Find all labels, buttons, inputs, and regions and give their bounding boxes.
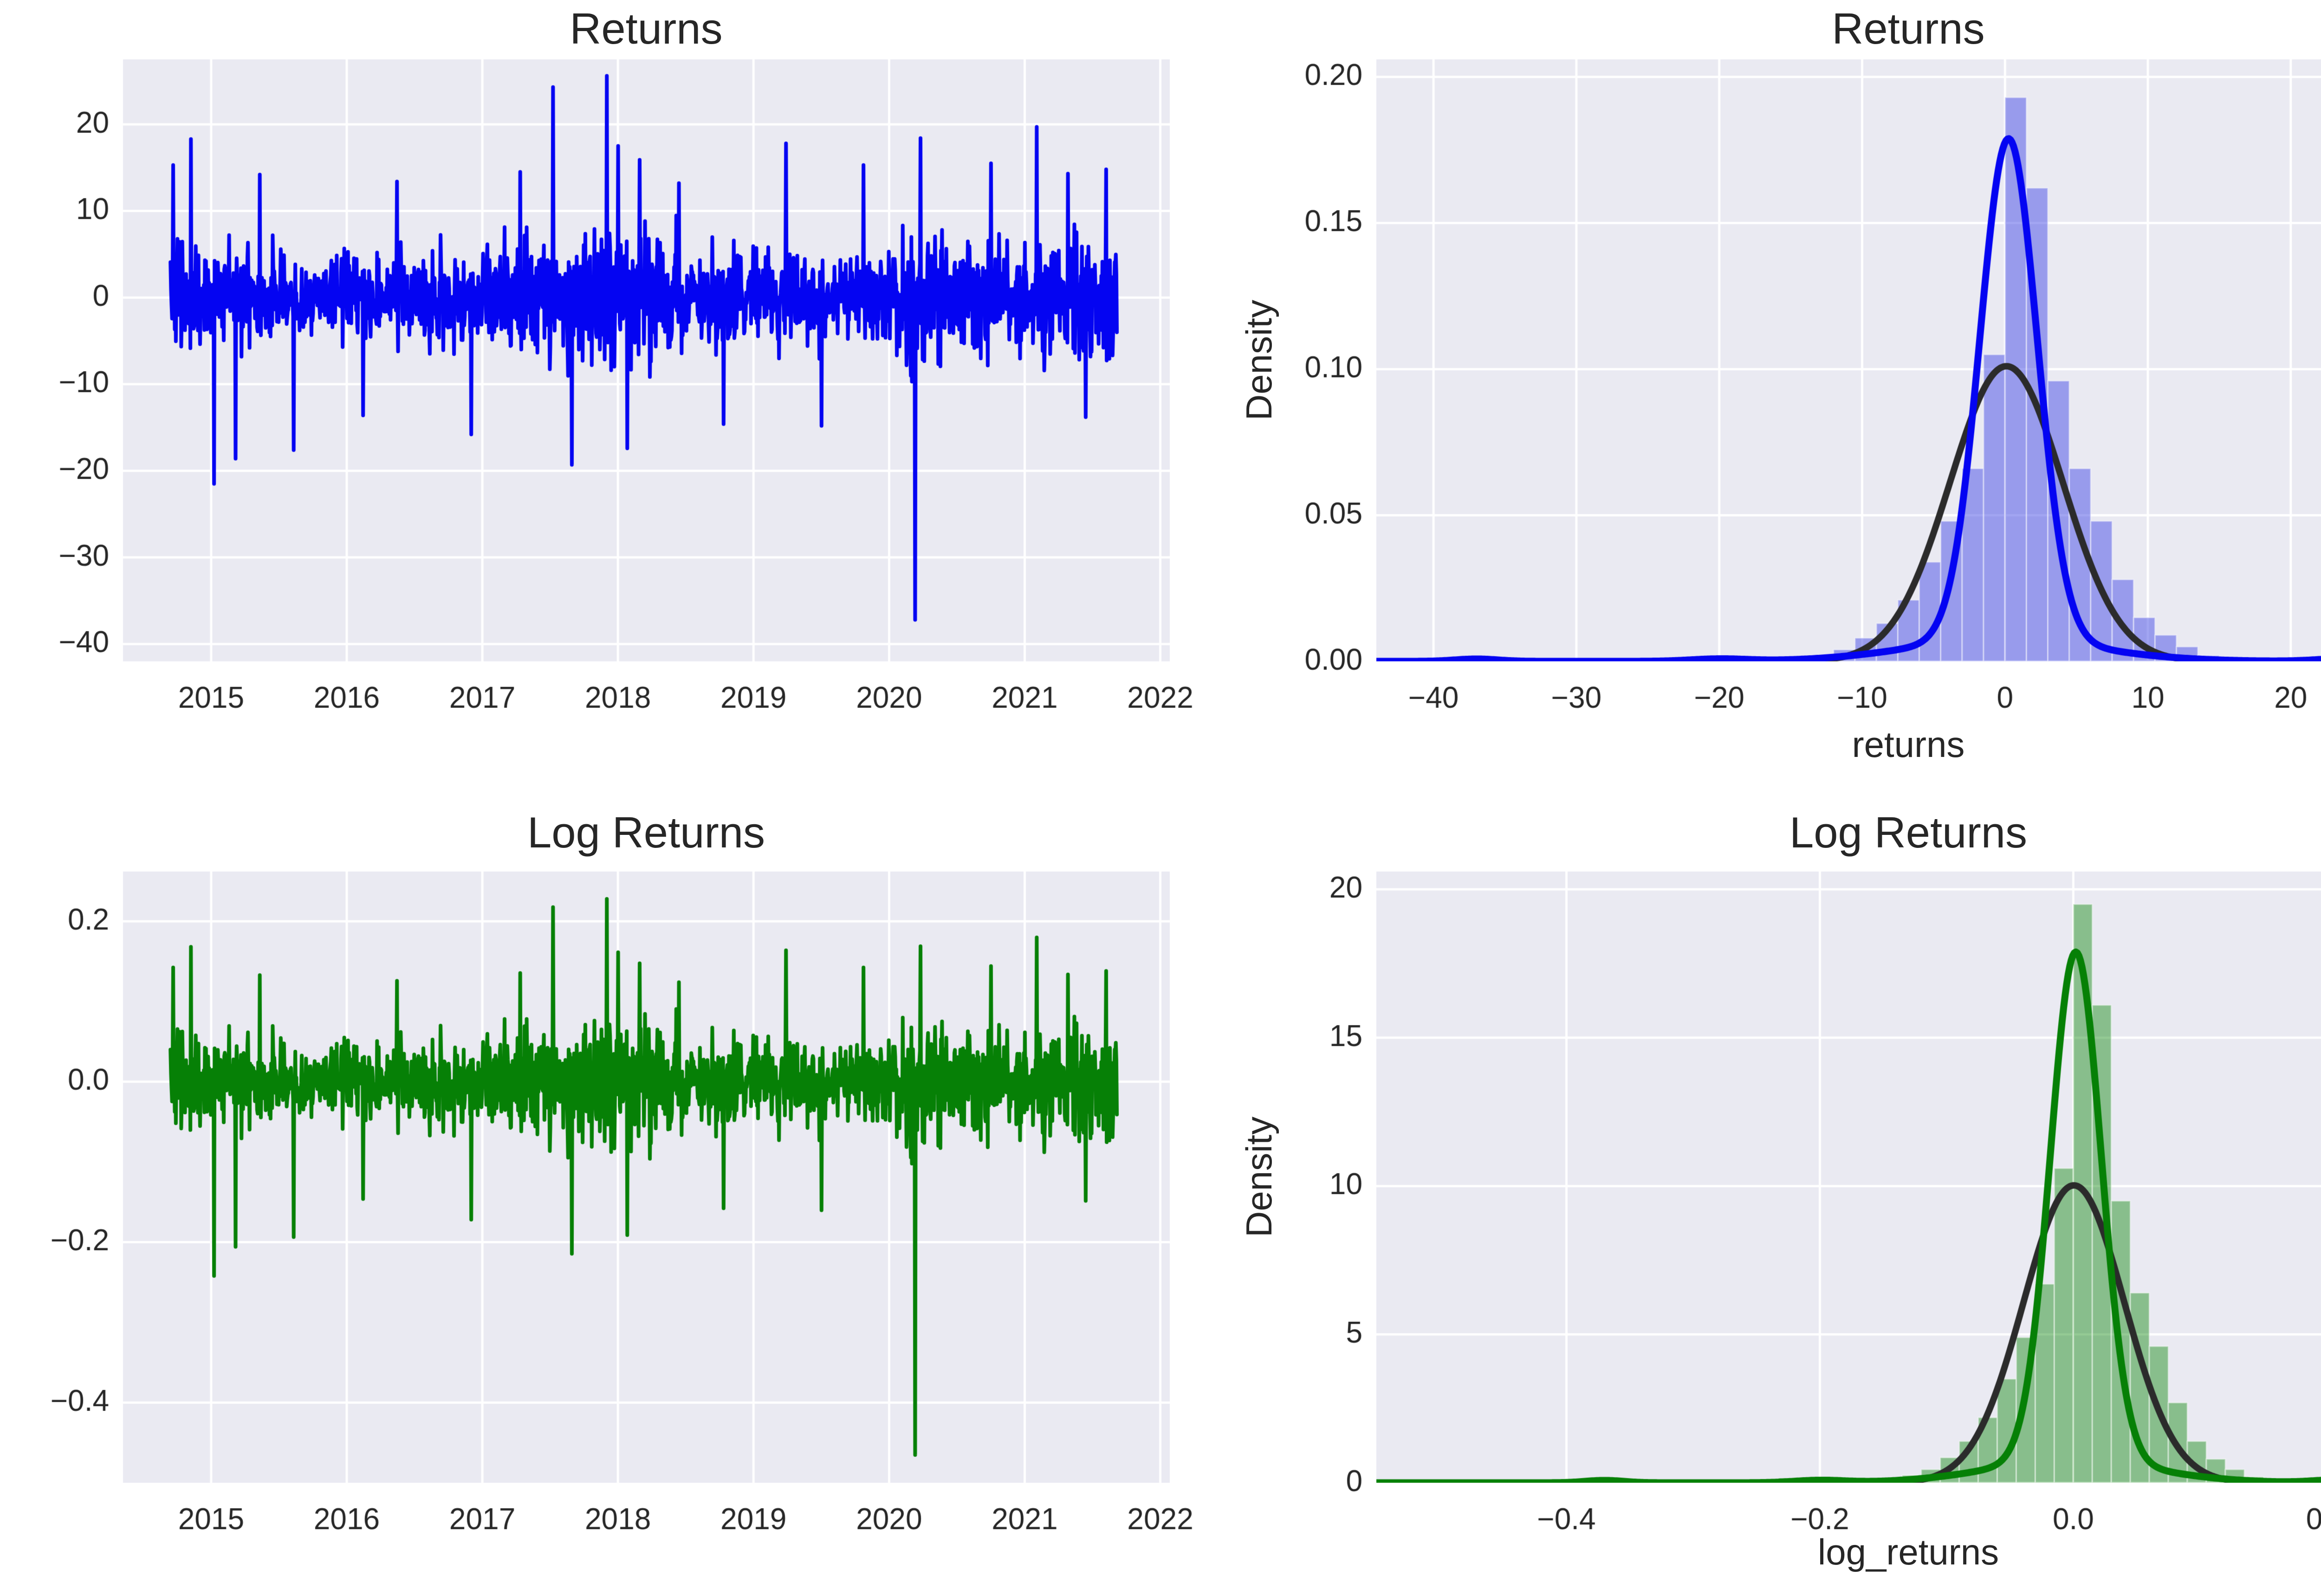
returns-histogram-ylabel: Density — [1238, 299, 1279, 421]
returns-histogram-xlabel: returns — [1852, 724, 1965, 765]
log-returns-histogram-title: Log Returns — [1789, 808, 2028, 857]
log-returns-histogram-xlabel: log_returns — [1817, 1531, 1999, 1572]
log-returns-timeseries-title: Log Returns — [527, 808, 765, 857]
returns-timeseries-title: Returns — [570, 4, 723, 53]
log-returns-histogram-ylabel: Density — [1238, 1116, 1279, 1238]
returns-histogram-title: Returns — [1832, 4, 1985, 53]
